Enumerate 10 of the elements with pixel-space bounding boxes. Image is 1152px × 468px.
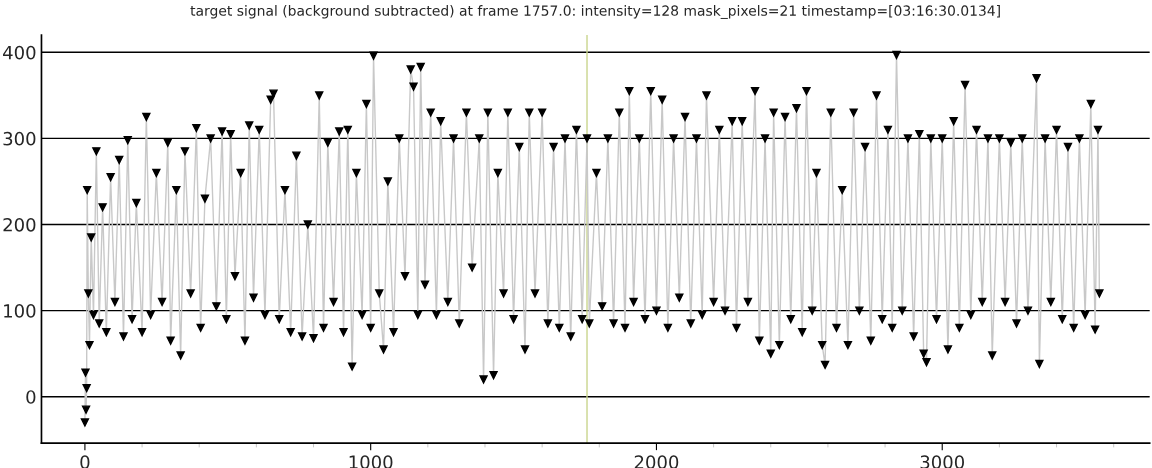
- chart-title: target signal (background subtracted) at frame 1757.0: intensity=128 mask_pixels=21 timestamp=[03:16:30.0134]: [190, 5, 1000, 19]
- x-tick-label: 3000: [920, 455, 964, 468]
- x-tick-label: 0: [80, 455, 90, 468]
- x-tick-label: 2000: [634, 455, 679, 468]
- x-tick-label: 1000: [349, 455, 393, 468]
- y-tick-label: 300: [3, 131, 36, 146]
- y-tick-label: 400: [3, 45, 36, 60]
- y-tick-label: 0: [26, 390, 36, 404]
- y-tick-label: 200: [3, 217, 36, 232]
- y-tick-label: 100: [4, 304, 36, 318]
